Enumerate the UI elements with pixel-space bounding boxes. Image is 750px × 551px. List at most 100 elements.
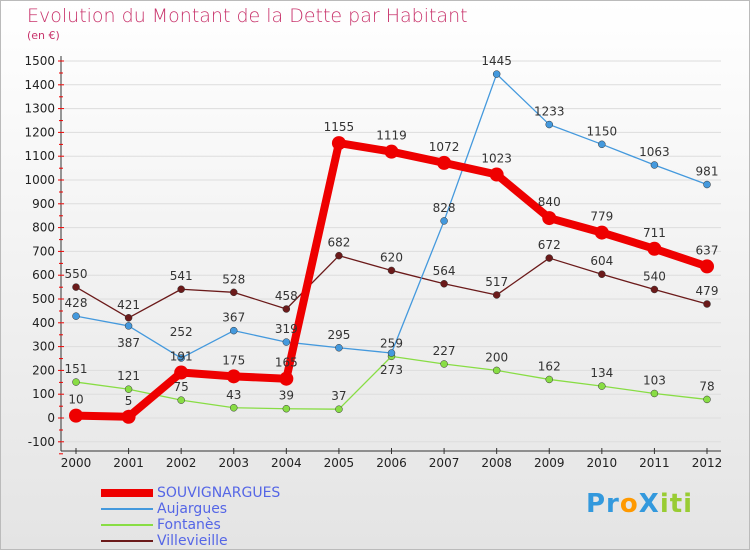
y-tick-label: 300: [32, 340, 55, 354]
data-point: [230, 326, 238, 335]
data-point: [650, 285, 659, 294]
data-label: 1119: [376, 129, 407, 143]
data-label: 528: [222, 272, 245, 286]
data-point: [387, 266, 396, 275]
y-tick-label: 500: [32, 292, 55, 306]
data-point: [177, 285, 185, 293]
data-point: [279, 371, 294, 386]
data-label: 273: [380, 363, 403, 377]
data-label: 227: [433, 344, 456, 358]
data-label: 1233: [534, 105, 565, 119]
data-label: 252: [170, 325, 193, 339]
data-point: [174, 365, 189, 380]
data-label: 200: [485, 350, 508, 364]
x-tick-label: 2005: [324, 456, 355, 470]
data-point: [72, 312, 80, 320]
data-label: 75: [174, 380, 189, 394]
data-point: [282, 305, 291, 313]
data-label: 828: [433, 201, 456, 215]
data-point: [124, 314, 133, 322]
data-label: 428: [65, 296, 88, 310]
data-point: [282, 338, 291, 346]
data-label: 165: [275, 356, 298, 370]
data-point: [121, 409, 136, 424]
data-label: 259: [380, 336, 403, 350]
legend-swatch: [101, 524, 153, 526]
data-point: [594, 225, 609, 240]
chart-subtitle: (en €): [27, 29, 60, 42]
data-point: [69, 408, 83, 423]
legend: SOUVIGNARGUES Aujargues Fontanès Villevieil…: [101, 485, 280, 549]
x-tick-label: 2011: [639, 456, 670, 470]
data-point: [230, 404, 238, 412]
legend-item: Aujargues: [101, 501, 280, 517]
data-label: 5: [125, 394, 133, 408]
data-label: 421: [117, 298, 140, 312]
data-point: [542, 211, 557, 226]
legend-swatch: [101, 540, 153, 542]
data-point: [226, 369, 241, 384]
y-tick-label: 200: [32, 363, 55, 377]
data-point: [647, 241, 662, 256]
data-label: 37: [331, 389, 346, 403]
data-label: 1150: [587, 124, 618, 138]
data-point: [440, 217, 448, 225]
data-point: [545, 120, 553, 129]
data-label: 295: [327, 328, 350, 342]
data-point: [598, 140, 606, 149]
data-label: 479: [696, 284, 719, 298]
data-label: 43: [226, 388, 241, 402]
x-tick-label: 2003: [218, 456, 249, 470]
y-tick-label: 1300: [24, 102, 55, 116]
x-tick-label: 2008: [481, 456, 512, 470]
legend-item: Fontanès: [101, 517, 280, 533]
data-point: [700, 259, 714, 274]
data-label: 387: [117, 336, 140, 350]
data-point: [437, 155, 452, 170]
legend-swatch: [101, 489, 153, 497]
data-point: [124, 322, 133, 330]
data-label: 517: [485, 275, 508, 289]
data-point: [335, 405, 343, 413]
data-label: 1445: [481, 54, 512, 68]
data-label: 162: [538, 359, 561, 373]
data-point: [598, 382, 606, 390]
y-tick-label: 600: [32, 268, 55, 282]
data-point: [492, 70, 501, 78]
legend-label: Aujargues: [157, 501, 228, 517]
y-tick-label: 0: [47, 411, 55, 425]
data-label: 1063: [639, 145, 670, 159]
data-label: 711: [643, 226, 666, 240]
data-point: [598, 270, 606, 278]
data-point: [440, 360, 448, 368]
x-tick-label: 2002: [166, 456, 197, 470]
data-label: 840: [538, 195, 561, 209]
data-label: 620: [380, 250, 403, 264]
data-label: 550: [65, 267, 88, 281]
data-point: [545, 254, 553, 262]
legend-swatch: [101, 508, 153, 510]
data-point: [703, 300, 711, 308]
x-tick-label: 2001: [113, 456, 144, 470]
legend-label: Fontanès: [157, 517, 221, 533]
legend-label: Villevieille: [157, 533, 228, 549]
data-point: [72, 378, 80, 386]
y-tick-label: 400: [32, 316, 55, 330]
data-point: [124, 385, 133, 393]
data-label: 103: [643, 373, 666, 387]
x-tick-label: 2007: [429, 456, 460, 470]
y-tick-label: 1400: [24, 78, 55, 92]
proxiti-logo: ProXiti: [586, 489, 694, 519]
legend-item: SOUVIGNARGUES: [101, 485, 280, 501]
data-point: [492, 366, 501, 375]
data-label: 10: [68, 393, 83, 407]
chart-title: Evolution du Montant de la Dette par Hab…: [27, 5, 468, 27]
data-label: 564: [433, 264, 456, 278]
x-tick-label: 2009: [534, 456, 565, 470]
y-tick-label: 1200: [24, 125, 55, 139]
x-tick-label: 2010: [587, 456, 618, 470]
data-point: [440, 280, 448, 288]
data-label: 121: [117, 369, 140, 383]
data-label: 458: [275, 289, 298, 303]
